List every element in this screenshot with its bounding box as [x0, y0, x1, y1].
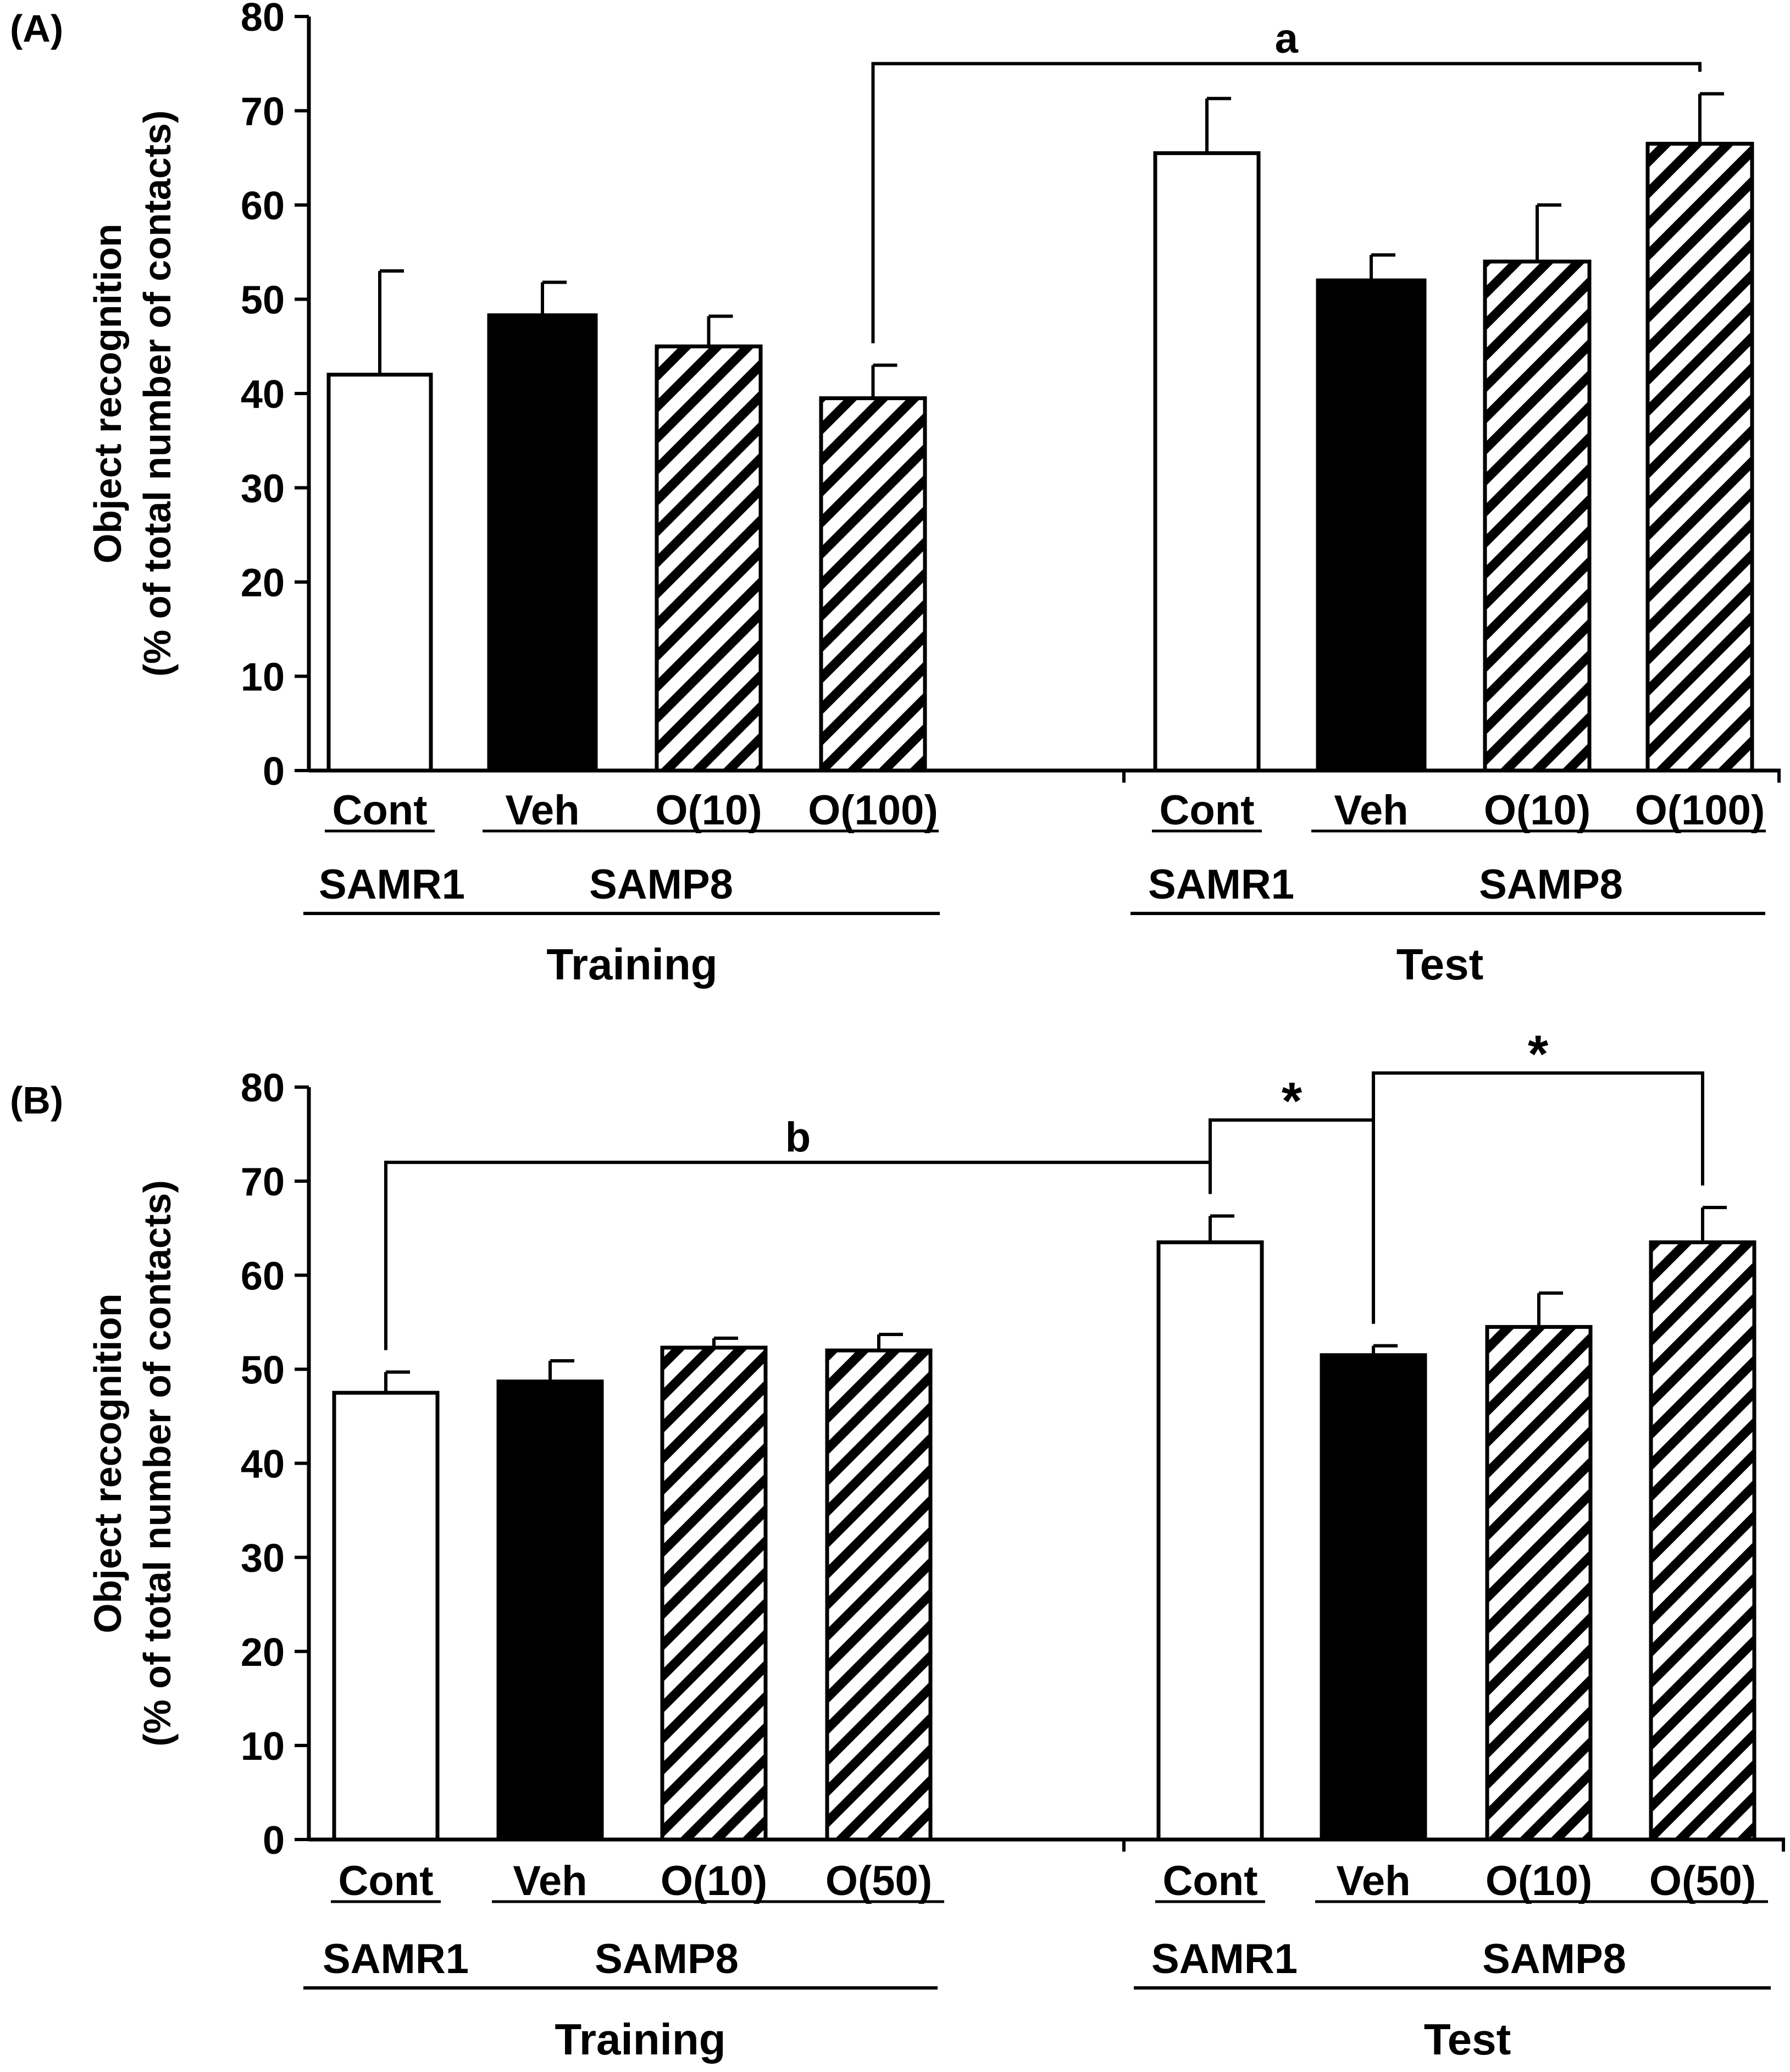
bar-test-1: [1320, 1353, 1427, 1842]
y-tick-label: 60: [241, 1254, 285, 1298]
y-tick-label: 10: [241, 656, 285, 700]
y-tick-label: 0: [263, 750, 285, 794]
y-tick-label: 80: [241, 1066, 285, 1110]
strain-label: SAMP8: [1482, 1936, 1626, 1982]
bar-training-2: [660, 1345, 768, 1842]
category-label: Veh: [513, 1858, 587, 1904]
strain-label: SAMP8: [1479, 861, 1623, 908]
y-tick-label: 40: [241, 373, 285, 417]
bar-training-0: [326, 373, 433, 773]
phase-label: Test: [1424, 2015, 1511, 2064]
strain-label: SAMP8: [589, 861, 733, 908]
category-label: Veh: [505, 787, 579, 834]
y-axis-label-line-1: Object recognition: [86, 224, 129, 563]
panel-label: (A): [10, 7, 63, 50]
phase-label: Training: [546, 940, 717, 989]
bar-test-2: [1483, 259, 1592, 773]
y-axis-label-line-2: (% of total number of contacts): [136, 1180, 179, 1747]
category-label: O(10): [1486, 1858, 1592, 1904]
y-tick-label: 20: [241, 1631, 285, 1675]
category-label: O(50): [1649, 1858, 1756, 1904]
bar-test-3: [1649, 1240, 1756, 1842]
bar-training-0: [332, 1390, 440, 1842]
category-label: O(10): [655, 787, 762, 834]
category-label: O(50): [825, 1858, 932, 1904]
y-tick-label: 30: [241, 1537, 285, 1581]
y-tick-label: 10: [241, 1725, 285, 1769]
y-tick-label: 30: [241, 467, 285, 511]
strain-label: SAMR1: [323, 1936, 469, 1982]
category-label: O(10): [1484, 787, 1591, 834]
y-tick-label: 40: [241, 1443, 285, 1487]
significance-bracket: b: [384, 1114, 1212, 1350]
category-label: O(100): [808, 787, 938, 834]
significance-label: *: [1282, 1072, 1303, 1131]
strain-label: SAMR1: [1148, 861, 1294, 908]
y-tick-label: 70: [241, 90, 285, 134]
strain-label: SAMR1: [319, 861, 465, 908]
y-tick-label: 60: [241, 184, 285, 228]
y-tick-label: 70: [241, 1160, 285, 1204]
panel-label: (B): [10, 1079, 63, 1122]
panel-a: (A) Object recognition (% of total number …: [10, 0, 1781, 989]
y-axis-label: Object recognition (% of total number of …: [86, 1180, 179, 1747]
phase-label: Training: [555, 2015, 725, 2064]
bracket-line: [384, 1160, 1212, 1350]
strain-label: SAMP8: [595, 1936, 739, 1982]
y-tick-label: 50: [241, 279, 285, 323]
bracket-line: [1372, 1071, 1704, 1324]
category-label: O(10): [661, 1858, 767, 1904]
bar-training-3: [819, 396, 927, 773]
category-label: Veh: [1336, 1858, 1410, 1904]
y-axis-label: Object recognition (% of total number of …: [86, 110, 179, 677]
y-axis-label-line-2: (% of total number of contacts): [136, 110, 179, 677]
category-label: Cont: [1162, 1858, 1257, 1904]
bar-training-2: [655, 344, 763, 773]
category-label: Veh: [1334, 787, 1408, 834]
bracket-line: [871, 62, 1702, 344]
bar-training-1: [487, 313, 598, 773]
bar-test-2: [1485, 1325, 1593, 1842]
category-label: Cont: [1159, 787, 1254, 834]
significance-label: *: [1528, 1024, 1549, 1083]
panel-b: (B) Object recognition (% of total number …: [10, 1024, 1785, 2064]
significance-label: a: [1275, 15, 1299, 62]
bar-training-1: [496, 1380, 604, 1842]
bar-test-1: [1316, 278, 1427, 773]
y-tick-label: 20: [241, 561, 285, 605]
significance-bracket: a: [871, 15, 1702, 344]
category-label: Cont: [338, 1858, 433, 1904]
category-label: Cont: [332, 787, 427, 834]
category-label: O(100): [1635, 787, 1765, 834]
significance-label: b: [785, 1114, 811, 1161]
strain-label: SAMR1: [1151, 1936, 1298, 1982]
bar-test-3: [1645, 142, 1754, 773]
y-tick-label: 0: [263, 1819, 285, 1863]
phase-label: Test: [1396, 940, 1484, 989]
y-axis-label-line-1: Object recognition: [86, 1293, 129, 1633]
y-tick-label: 80: [241, 0, 285, 40]
bar-test-0: [1156, 1240, 1264, 1842]
bar-test-0: [1153, 151, 1261, 773]
bar-training-3: [825, 1348, 933, 1842]
y-tick-label: 50: [241, 1348, 285, 1392]
significance-bracket: *: [1372, 1024, 1704, 1324]
